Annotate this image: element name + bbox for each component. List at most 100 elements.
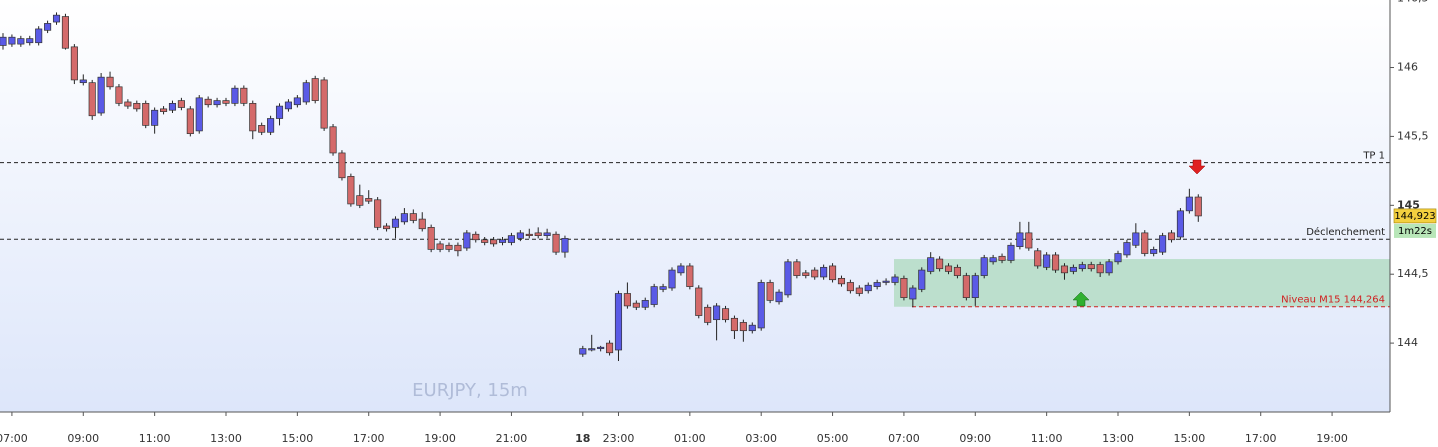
x-tick-label: 09:00 <box>959 432 991 445</box>
candle-body <box>418 218 426 230</box>
candle-body <box>677 265 685 274</box>
candle-body <box>588 348 596 351</box>
x-tick-label: 11:00 <box>139 432 171 445</box>
candle-body <box>953 266 961 276</box>
candle-body <box>632 302 640 308</box>
candle-body <box>347 176 355 205</box>
candle-body <box>980 257 988 276</box>
y-tick-label: 144 <box>1397 336 1418 349</box>
candle-body <box>151 109 159 126</box>
candle-body <box>944 265 953 272</box>
candle-body <box>1034 250 1042 267</box>
candle-body <box>52 14 61 23</box>
candle-body <box>864 284 872 292</box>
candle-body <box>989 257 997 263</box>
candle-body <box>391 218 400 228</box>
candle-body <box>400 213 408 223</box>
candle-body <box>998 255 1006 261</box>
x-tick-label: 13:00 <box>210 432 242 445</box>
candle-body <box>837 277 846 285</box>
y-tick-label: 145 <box>1397 198 1420 211</box>
candle-body <box>730 317 738 332</box>
candle-body <box>900 277 908 298</box>
candle-body <box>641 300 649 308</box>
candle-body <box>1176 210 1184 238</box>
candle-body <box>739 322 747 332</box>
x-tick-label: 15:00 <box>1174 432 1206 445</box>
candle-body <box>1150 249 1158 254</box>
candle-body <box>195 97 203 132</box>
watermark: EURJPY, 15m <box>412 380 528 401</box>
candle-body <box>811 269 819 278</box>
x-tick-label: 09:00 <box>67 432 99 445</box>
candle-body <box>704 306 712 323</box>
plot-area <box>0 0 1390 412</box>
candle-body <box>1194 196 1202 217</box>
candle-body <box>525 233 533 236</box>
candle-body <box>552 233 560 253</box>
candle-body <box>311 78 319 101</box>
candle-body <box>454 244 462 252</box>
candle-body <box>721 308 730 321</box>
x-tick-label: 07:00 <box>0 432 28 445</box>
candle-body <box>115 86 123 104</box>
candle-body <box>284 101 292 110</box>
candle-body <box>356 195 364 206</box>
sell-arrow <box>1188 159 1206 175</box>
candle-body <box>186 108 194 135</box>
x-tick-label: 07:00 <box>888 432 920 445</box>
candle-body <box>606 342 614 354</box>
candle-body <box>213 100 221 106</box>
x-tick-label: 17:00 <box>1245 432 1277 445</box>
candle-body <box>686 265 694 287</box>
candle-body <box>623 293 631 307</box>
candle-body <box>249 102 257 132</box>
candle-body <box>302 82 310 103</box>
candle-body <box>579 348 587 355</box>
candle-body <box>436 243 444 250</box>
candle-body <box>971 275 979 298</box>
candle-body <box>177 100 185 108</box>
x-tick-label: 21:00 <box>496 432 528 445</box>
candle-body <box>88 82 96 117</box>
candle-body <box>267 118 275 133</box>
candle-body <box>962 275 970 298</box>
candle-body <box>365 198 373 202</box>
candle-body <box>1025 232 1033 249</box>
candle-body <box>1123 242 1131 256</box>
candle-body <box>79 79 87 84</box>
candle-body <box>0 36 7 46</box>
candle-body <box>650 286 658 305</box>
candle-body <box>873 282 881 287</box>
candle-body <box>748 324 756 332</box>
candle-body <box>427 227 435 250</box>
candle-body <box>820 266 828 278</box>
candle-body <box>534 232 542 236</box>
candle-body <box>1185 196 1193 212</box>
x-tick-label: 13:00 <box>1102 432 1134 445</box>
x-tick-label: 11:00 <box>1031 432 1063 445</box>
candle-body <box>168 102 177 111</box>
candle-body <box>498 239 507 243</box>
candle-body <box>338 152 346 179</box>
level-label: Niveau M15 144,264 <box>1281 295 1385 306</box>
candle-body <box>846 282 854 292</box>
last-price-label: 144,923 <box>1394 211 1435 222</box>
buy-arrow <box>1072 291 1090 307</box>
candle-body <box>142 102 150 126</box>
candle-body <box>1087 264 1095 270</box>
timer-box <box>1394 223 1436 238</box>
candle-body <box>1078 264 1086 270</box>
candle-body <box>713 305 721 321</box>
candle-body <box>1132 232 1140 246</box>
candle-body <box>507 235 515 243</box>
candle-body <box>133 102 141 110</box>
candle-body <box>275 105 284 119</box>
candle-body <box>936 258 944 270</box>
candle-body <box>97 76 105 114</box>
candle-body <box>1016 232 1024 247</box>
candle-body <box>1141 232 1149 254</box>
candle-body <box>1114 253 1122 263</box>
candle-body <box>1096 264 1104 274</box>
